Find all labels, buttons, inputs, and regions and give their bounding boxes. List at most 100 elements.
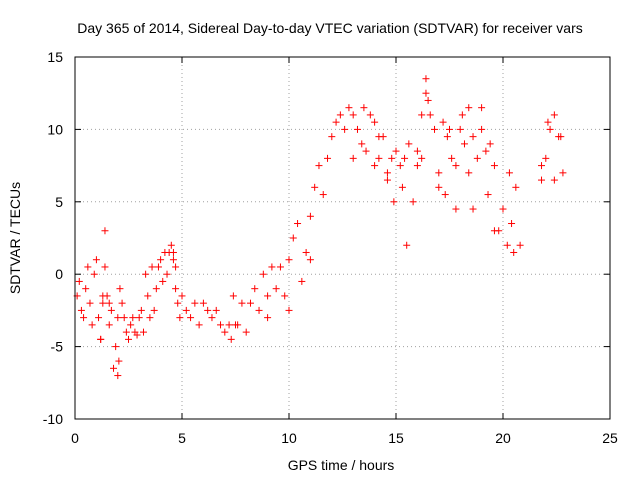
data-point [465, 169, 472, 176]
data-point [440, 119, 447, 126]
y-tick-label: 0 [55, 266, 63, 282]
data-point [405, 140, 412, 147]
data-point [333, 119, 340, 126]
data-point [213, 307, 220, 314]
data-point [136, 314, 143, 321]
data-point [307, 213, 314, 220]
data-point [208, 314, 215, 321]
data-point [142, 271, 149, 278]
data-point [442, 191, 449, 198]
data-point [129, 314, 136, 321]
data-point [226, 321, 233, 328]
data-point [384, 177, 391, 184]
data-point [264, 314, 271, 321]
data-point [153, 285, 160, 292]
x-tick-label: 15 [388, 430, 404, 446]
data-point [422, 75, 429, 82]
data-point [99, 300, 106, 307]
data-point [504, 242, 511, 249]
data-point [341, 126, 348, 133]
data-point [228, 336, 235, 343]
data-point [375, 155, 382, 162]
data-point [559, 169, 566, 176]
data-point [110, 365, 117, 372]
data-point [290, 235, 297, 242]
data-point [324, 155, 331, 162]
data-point [422, 90, 429, 97]
data-point [508, 220, 515, 227]
data-point [97, 336, 104, 343]
data-point [399, 184, 406, 191]
data-point [91, 271, 98, 278]
data-point [221, 329, 228, 336]
data-point [138, 307, 145, 314]
data-point [303, 249, 310, 256]
data-point [187, 314, 194, 321]
data-point [157, 256, 164, 263]
data-point [172, 263, 179, 270]
data-point [84, 263, 91, 270]
data-point [247, 300, 254, 307]
data-point [414, 148, 421, 155]
y-tick-label: -5 [51, 339, 64, 355]
data-point [452, 206, 459, 213]
data-point [86, 300, 93, 307]
data-point [485, 191, 492, 198]
data-point [393, 148, 400, 155]
data-point [106, 321, 113, 328]
data-point [78, 307, 85, 314]
data-point [390, 198, 397, 205]
data-point [435, 169, 442, 176]
data-point [551, 177, 558, 184]
data-point [281, 292, 288, 299]
data-point [101, 227, 108, 234]
data-point [273, 285, 280, 292]
data-point [384, 169, 391, 176]
data-point [179, 292, 186, 299]
y-tick-label: 15 [47, 49, 63, 65]
x-axis-label: GPS time / hours [288, 457, 395, 473]
data-point [101, 263, 108, 270]
data-point [474, 155, 481, 162]
data-point [491, 162, 498, 169]
data-point [200, 300, 207, 307]
data-point [151, 307, 158, 314]
data-point [320, 191, 327, 198]
data-point [164, 271, 171, 278]
data-point [375, 133, 382, 140]
data-point [482, 148, 489, 155]
data-point [170, 249, 177, 256]
y-tick-label: 10 [47, 121, 63, 137]
data-point [491, 227, 498, 234]
data-point [452, 162, 459, 169]
data-point [238, 300, 245, 307]
data-point [121, 314, 128, 321]
data-point [350, 111, 357, 118]
data-point [388, 155, 395, 162]
data-point [551, 111, 558, 118]
data-point [446, 126, 453, 133]
data-point [461, 140, 468, 147]
data-point [95, 314, 102, 321]
data-point [538, 162, 545, 169]
chart-title: Day 365 of 2014, Sidereal Day-to-day VTE… [77, 20, 583, 36]
data-point [538, 177, 545, 184]
data-point [183, 307, 190, 314]
data-point [243, 329, 250, 336]
data-point [168, 242, 175, 249]
data-point [172, 285, 179, 292]
data-point [196, 321, 203, 328]
data-point [298, 278, 305, 285]
data-point [268, 263, 275, 270]
data-point [470, 133, 477, 140]
data-point [358, 140, 365, 147]
data-point [478, 104, 485, 111]
data-point [487, 140, 494, 147]
data-point [510, 249, 517, 256]
data-point [294, 220, 301, 227]
data-point [82, 285, 89, 292]
data-point [176, 314, 183, 321]
data-point [371, 119, 378, 126]
data-point [544, 119, 551, 126]
data-point [155, 263, 162, 270]
